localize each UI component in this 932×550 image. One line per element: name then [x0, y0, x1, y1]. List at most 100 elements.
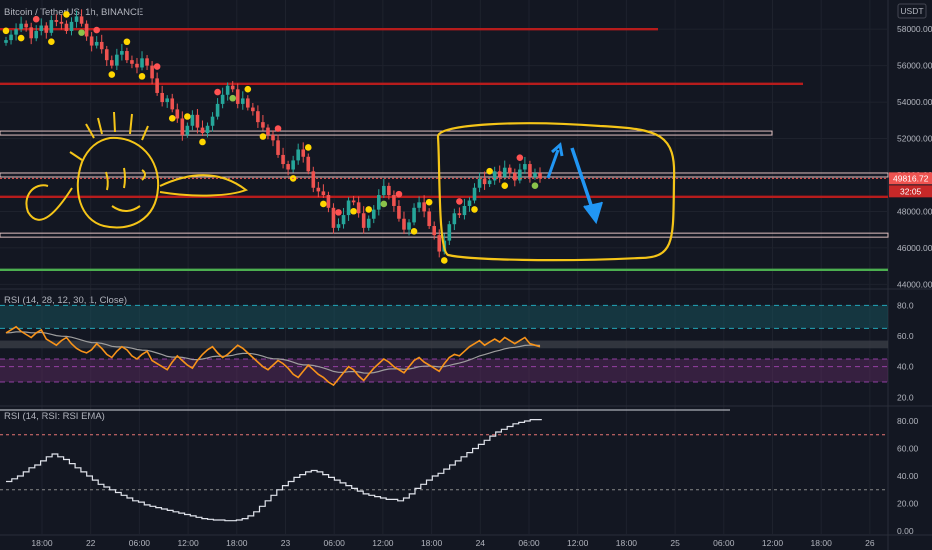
- candle-body: [497, 171, 502, 177]
- signal-dot: [335, 209, 342, 216]
- rsi-ema-tick-label: 60.00: [897, 444, 919, 454]
- candle-body: [457, 213, 462, 216]
- rsi-tick-label: 80.0: [897, 300, 914, 310]
- price-tick-label: 44000.00: [897, 279, 932, 289]
- candle-body: [230, 85, 235, 90]
- rsi-tick-label: 60.0: [897, 331, 914, 341]
- smiley-nose-drawing: [141, 169, 146, 181]
- candle-body: [271, 134, 275, 141]
- candle-body: [296, 149, 300, 161]
- time-tick-label: 25: [670, 538, 680, 548]
- price-pane: [0, 9, 889, 271]
- last-price-tag: [889, 172, 932, 185]
- signal-dot: [425, 198, 433, 206]
- signal-dot: [365, 206, 373, 213]
- up-arrowhead-drawing: [551, 142, 564, 157]
- signal-dot: [168, 114, 176, 122]
- candle-body: [99, 41, 104, 50]
- signal-dot: [456, 198, 463, 205]
- signal-dot: [2, 27, 10, 35]
- signal-dot: [32, 15, 40, 23]
- rsi-mid-band: [0, 340, 888, 349]
- candle-body: [341, 215, 346, 225]
- smiley-face-drawing: [76, 136, 160, 229]
- price-tick-label: 56000.00: [897, 61, 932, 71]
- signal-dot: [440, 257, 448, 264]
- chart-symbol-title[interactable]: Bitcoin / TetherUS, 1h, BINANCE: [4, 7, 144, 18]
- price-tick-label: 52000.00: [897, 134, 932, 144]
- candle-body: [477, 178, 482, 188]
- sun-rays-drawing: [69, 111, 149, 161]
- smiley-eye-drawing: [105, 171, 109, 191]
- signal-dot: [229, 94, 236, 102]
- signal-dot: [471, 206, 478, 213]
- rsi-signal-line: [5, 331, 541, 374]
- candle-body: [130, 60, 134, 64]
- candle-body: [366, 218, 371, 228]
- signal-dot: [259, 133, 267, 140]
- candle-body: [482, 178, 487, 185]
- signal-dot: [78, 29, 85, 36]
- candle-body: [59, 21, 64, 24]
- time-tick-label: 12:00: [567, 538, 589, 548]
- candle-body: [256, 111, 260, 123]
- price-tick-label: 46000.00: [897, 243, 932, 253]
- candle-body: [79, 16, 84, 24]
- countdown-tag: [889, 185, 932, 198]
- candle-body: [417, 202, 421, 208]
- up-arrow-drawing: [546, 149, 560, 179]
- rsi-tick-label: 40.0: [897, 362, 914, 372]
- rsi-oversold-band: [0, 359, 888, 382]
- candle-body: [9, 34, 13, 41]
- down-arrowhead-drawing: [583, 201, 603, 225]
- candle-body: [321, 191, 326, 196]
- candle-body: [69, 21, 74, 31]
- candle-body: [326, 195, 331, 208]
- candle-body: [120, 51, 124, 55]
- candle-body: [165, 98, 170, 103]
- signal-dot: [501, 182, 509, 190]
- candle-body: [361, 213, 366, 228]
- rsi-pane-2-title[interactable]: RSI (14, RSI: RSI EMA): [4, 411, 105, 422]
- time-tick-label: 26: [865, 538, 875, 548]
- candle-body: [538, 173, 542, 179]
- candle-body: [276, 140, 280, 155]
- candle-body: [452, 213, 457, 225]
- candle-body: [502, 167, 507, 177]
- candle-body: [200, 127, 205, 134]
- candle-body: [205, 125, 210, 134]
- candle-body: [397, 205, 401, 219]
- candle-body: [175, 109, 180, 119]
- time-tick-label: 06:00: [324, 538, 346, 548]
- rsi-pane-1-title[interactable]: RSI (14, 28, 12, 30, 1, Close): [4, 295, 128, 306]
- candle-body: [432, 226, 437, 236]
- time-tick-label: 18:00: [31, 538, 53, 548]
- candle-body: [376, 195, 381, 210]
- rsi-line: [5, 325, 541, 387]
- candle-body: [115, 54, 119, 66]
- currency-label: USDT: [900, 6, 923, 16]
- candle-body: [518, 169, 522, 181]
- candle-body: [523, 164, 527, 170]
- signal-dot: [410, 227, 418, 235]
- candle-body: [49, 20, 54, 33]
- candle-body: [412, 207, 416, 223]
- candle-body: [150, 65, 154, 79]
- signal-dot: [320, 200, 327, 208]
- candle-body: [447, 224, 452, 241]
- signal-dot: [153, 63, 161, 70]
- zone-level: [0, 172, 889, 178]
- candle-body: [392, 195, 396, 206]
- candle-body: [84, 23, 89, 37]
- time-tick-label: 23: [281, 538, 291, 548]
- candle-body: [306, 156, 311, 172]
- candle-body: [507, 167, 512, 174]
- currency-badge: [897, 3, 927, 19]
- time-tick-label: 24: [476, 538, 486, 548]
- candle-body: [180, 118, 185, 135]
- signal-dot: [395, 190, 403, 198]
- candle-body: [437, 235, 442, 252]
- candle-body: [462, 205, 467, 216]
